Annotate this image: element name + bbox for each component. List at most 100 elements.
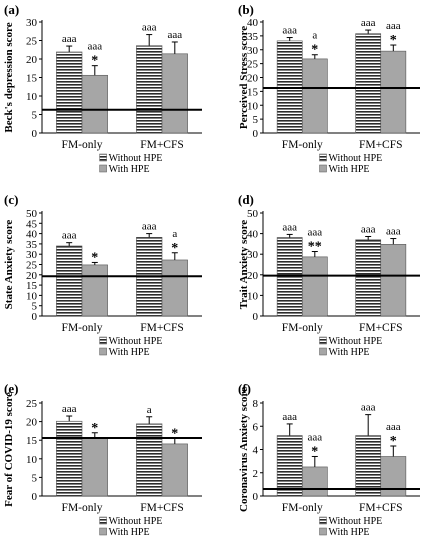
- significance-label: aaa: [386, 226, 401, 238]
- significance-label: aaa: [282, 411, 297, 423]
- significance-label: a: [172, 228, 177, 240]
- x-tick-label: FM+CFS: [359, 502, 403, 514]
- y-axis-label: Trait Anxiety score: [238, 220, 250, 310]
- panel-label: (c): [4, 192, 18, 207]
- bar: [136, 45, 163, 134]
- panel-label: (b): [238, 2, 254, 17]
- chart-panel-0: (a) Beck's depression score 0 5 10 15 20 25 30 FM…: [3, 2, 202, 175]
- y-tick-label: 20: [247, 73, 259, 85]
- significance-label: aaa: [307, 431, 322, 443]
- significance-label: *: [91, 421, 98, 436]
- bar: [81, 438, 108, 497]
- y-tick-label: 20: [26, 270, 38, 282]
- x-tick-label: FM-only: [62, 322, 103, 334]
- y-tick-label: 5: [32, 472, 38, 484]
- y-tick-label: 25: [26, 398, 38, 410]
- y-tick-label: 45: [26, 218, 38, 230]
- legend-label: With HPE: [329, 527, 370, 538]
- y-tick-label: 20: [247, 270, 259, 282]
- y-tick-label: 0: [253, 491, 259, 503]
- significance-label: *: [390, 33, 397, 48]
- significance-label: aaa: [142, 221, 157, 233]
- y-tick-label: 5: [32, 301, 38, 313]
- significance-label: aaa: [361, 402, 376, 414]
- x-tick-label: FM+CFS: [140, 322, 184, 334]
- x-tick-label: FM+CFS: [359, 139, 403, 151]
- legend-label: With HPE: [329, 164, 370, 175]
- x-tick-label: FM-only: [282, 322, 323, 334]
- bar: [276, 435, 303, 497]
- significance-label: **: [308, 240, 322, 255]
- legend-swatch: [99, 347, 107, 356]
- y-tick-label: 0: [32, 491, 38, 503]
- y-tick-label: 35: [26, 239, 38, 251]
- bar: [355, 33, 382, 134]
- legend-label: With HPE: [109, 164, 150, 175]
- significance-label: aaa: [386, 20, 401, 32]
- bar: [56, 245, 83, 317]
- x-tick-label: FM-only: [282, 502, 323, 514]
- significance-label: aaa: [361, 223, 376, 235]
- y-tick-label: 2: [253, 468, 259, 480]
- y-tick-label: 0: [32, 311, 38, 323]
- y-tick-label: 30: [247, 45, 259, 57]
- legend-label: Without HPE: [109, 336, 163, 347]
- legend-swatch: [319, 516, 327, 525]
- y-tick-label: 15: [26, 73, 38, 85]
- y-tick-label: 50: [247, 208, 259, 220]
- y-tick-label: 30: [247, 249, 259, 261]
- y-tick-label: 10: [26, 290, 38, 302]
- legend-swatch: [319, 336, 327, 345]
- bar: [380, 456, 407, 497]
- y-tick-label: 5: [32, 110, 38, 122]
- bar: [81, 74, 108, 134]
- bar: [136, 423, 163, 497]
- significance-label: a: [147, 404, 152, 416]
- chart-panel-2: (c) State Anxiety score 051015202530354045…: [3, 192, 202, 358]
- significance-label: *: [171, 241, 178, 256]
- legend-swatch: [319, 527, 327, 536]
- bar: [276, 237, 303, 317]
- bar: [56, 420, 83, 497]
- y-axis-label: State Anxiety score: [3, 220, 15, 310]
- significance-label: *: [311, 444, 318, 459]
- x-tick-label: FM-only: [62, 139, 103, 151]
- y-tick-label: 35: [247, 31, 259, 43]
- bar: [276, 40, 303, 134]
- y-tick-label: 10: [26, 91, 38, 103]
- legend-swatch: [99, 336, 107, 345]
- y-tick-label: 0: [253, 128, 259, 140]
- y-tick-label: 10: [247, 100, 259, 112]
- y-tick-label: 40: [247, 17, 259, 29]
- x-tick-label: FM+CFS: [140, 502, 184, 514]
- bar: [161, 259, 188, 317]
- significance-label: *: [91, 54, 98, 69]
- x-tick-label: FM+CFS: [140, 139, 184, 151]
- y-tick-label: 0: [253, 311, 259, 323]
- significance-label: aaa: [167, 29, 182, 41]
- legend-swatch: [319, 347, 327, 356]
- legend-label: Without HPE: [329, 516, 383, 527]
- legend-label: Without HPE: [109, 516, 163, 527]
- significance-label: aaa: [386, 421, 401, 433]
- significance-label: aaa: [282, 221, 297, 233]
- significance-label: *: [311, 43, 318, 58]
- y-tick-label: 20: [26, 54, 38, 66]
- bar: [161, 53, 188, 134]
- legend-label: With HPE: [109, 347, 150, 358]
- legend-label: Without HPE: [329, 336, 383, 347]
- y-tick-label: 5: [253, 114, 259, 126]
- bar: [81, 264, 108, 317]
- chart-panel-4: (e)Fear of COVID-19 score 0 5 10 15 20 25 FM-on…: [3, 381, 202, 538]
- bar: [380, 50, 407, 134]
- y-tick-label: 15: [26, 280, 38, 292]
- y-tick-label: 20: [26, 417, 38, 429]
- significance-label: *: [171, 426, 178, 441]
- bar: [301, 256, 328, 317]
- panel-label: (f): [238, 381, 251, 396]
- legend-swatch: [99, 516, 107, 525]
- y-tick-label: 50: [26, 208, 38, 220]
- x-tick-label: FM+CFS: [359, 322, 403, 334]
